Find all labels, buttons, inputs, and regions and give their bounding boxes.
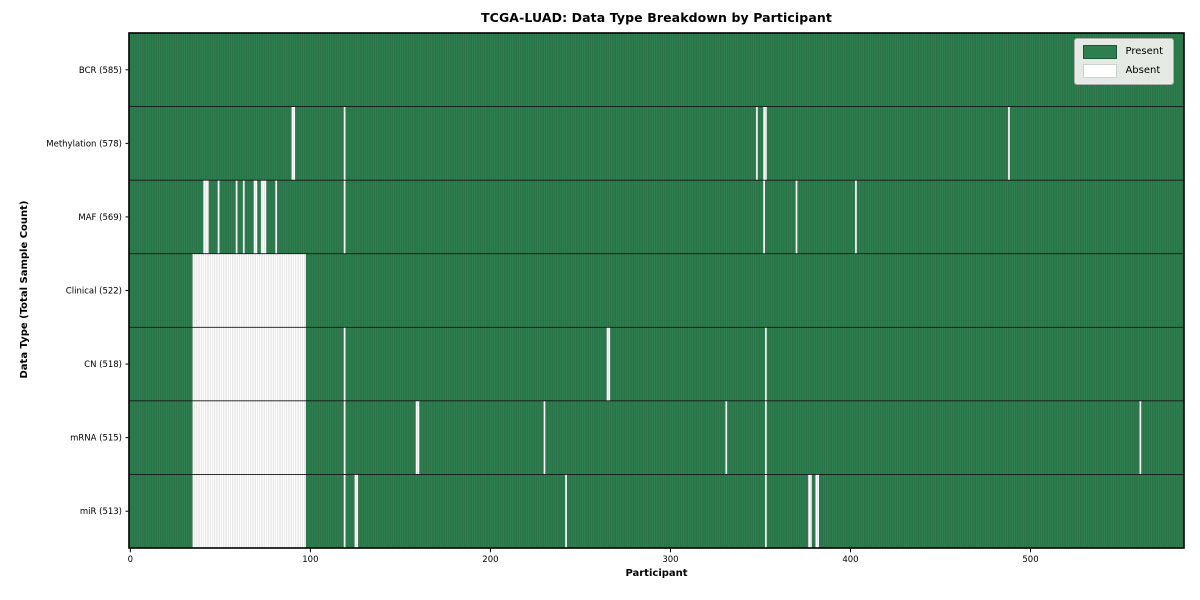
plot-frame: [128, 32, 1185, 549]
legend-present-label: Present: [1125, 46, 1163, 57]
chart-title: TCGA-LUAD: Data Type Breakdown by Partic…: [481, 10, 832, 25]
y-tick-label: miR (513): [80, 507, 122, 517]
y-axis: BCR (585) Methylation (578) MAF (569) Clini…: [46, 66, 129, 517]
y-tick-label: CN (518): [84, 360, 122, 370]
x-tick-label: 200: [482, 555, 498, 565]
row-dividers: [129, 106, 1184, 475]
y-tick-label: MAF (569): [78, 213, 122, 223]
bar-edge-texture: [129, 33, 1184, 548]
x-tick-label: 0: [128, 555, 133, 565]
x-tick-label: 500: [1022, 555, 1038, 565]
legend-absent-label: Absent: [1125, 65, 1161, 76]
x-tick-label: 300: [662, 555, 678, 565]
legend-absent-swatch: [1083, 64, 1118, 78]
x-tick-label: 100: [302, 555, 318, 565]
y-tick-label: BCR (585): [79, 66, 122, 76]
legend: Present Absent: [1074, 38, 1174, 85]
legend-present-swatch: [1083, 45, 1118, 59]
x-axis-label: Participant: [625, 568, 688, 579]
y-tick-label: Methylation (578): [46, 139, 122, 149]
x-axis: 0 100 200 300 400 500: [128, 548, 1039, 565]
y-tick-label: mRNA (515): [70, 434, 122, 444]
x-tick-label: 400: [842, 555, 858, 565]
legend-entry-absent: Absent: [1083, 64, 1163, 78]
legend-entry-present: Present: [1083, 45, 1163, 59]
y-tick-label: Clinical (522): [66, 287, 122, 297]
y-axis-label: Data Type (Total Sample Count): [19, 200, 30, 379]
